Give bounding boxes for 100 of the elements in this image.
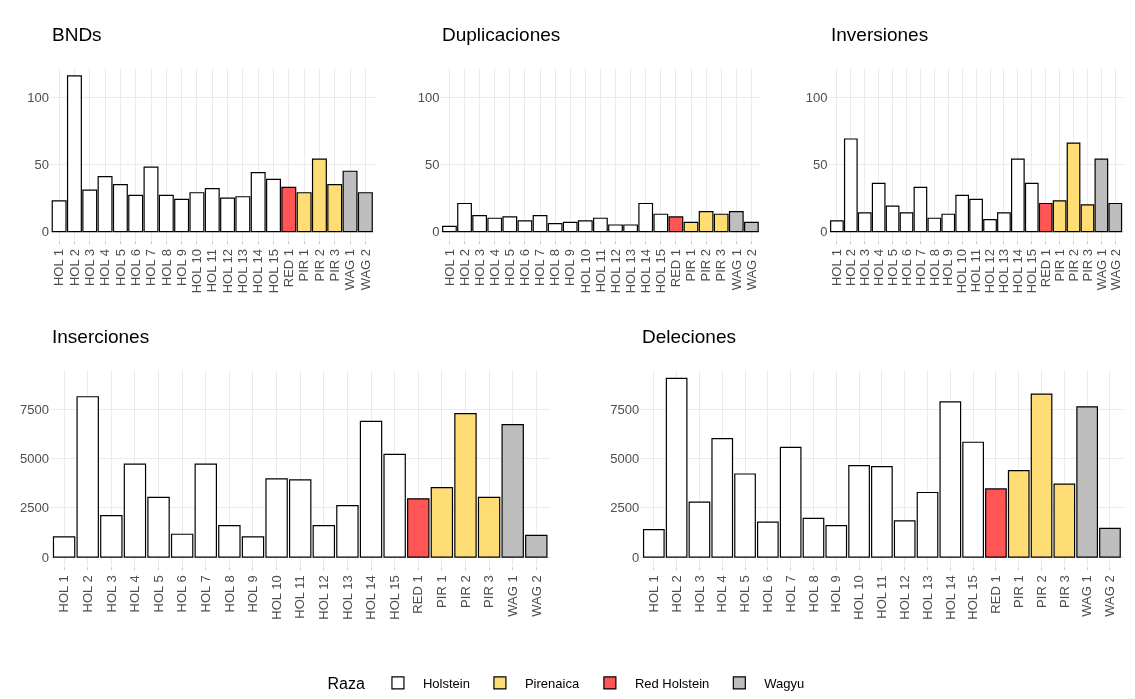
x-tick-label: HOL 1 xyxy=(646,575,662,613)
x-tick-label: WAG 1 xyxy=(1079,575,1095,617)
x-tick-label: PIR 1 xyxy=(434,575,450,608)
x-tick-label: HOL 10 xyxy=(577,248,593,294)
x-tick-label: HOL 1 xyxy=(829,248,845,287)
x-tick-label: WAG 2 xyxy=(743,248,759,291)
x-tick-label: HOL 7 xyxy=(782,575,798,613)
legend-label: Pirenaica xyxy=(524,676,580,692)
y-tick-label: 7500 xyxy=(20,401,49,417)
y-tick-label: 0 xyxy=(820,224,828,240)
x-tick-label: HOL 1 xyxy=(51,248,67,287)
legend-label: Wagyu xyxy=(764,676,805,692)
x-tick-label: WAG 2 xyxy=(1107,248,1123,291)
x-tick-label: HOL 13 xyxy=(996,248,1012,294)
x-tick-label: HOL 12 xyxy=(316,575,332,620)
y-tick-label: 0 xyxy=(631,549,640,565)
x-tick-label: HOL 3 xyxy=(103,575,119,613)
x-tick-label: HOL 14 xyxy=(637,248,653,294)
x-tick-label: PIR 1 xyxy=(1051,248,1067,282)
legend-label: Red Holstein xyxy=(634,676,710,692)
x-tick-label: HOL 2 xyxy=(79,575,95,613)
y-tick-label: 0 xyxy=(41,224,49,240)
x-tick-label: HOL 9 xyxy=(828,575,844,613)
x-tick-label: HOL 7 xyxy=(912,248,928,287)
x-tick-label: HOL 6 xyxy=(174,575,190,613)
x-tick-label: PIR 1 xyxy=(683,248,699,282)
x-tick-label: HOL 13 xyxy=(622,248,638,294)
x-tick-label: HOL 11 xyxy=(874,575,890,619)
x-tick-label: HOL 10 xyxy=(268,575,284,620)
x-tick-label: HOL 5 xyxy=(502,248,518,287)
x-tick-label: HOL 14 xyxy=(1010,248,1026,294)
x-tick-label: HOL 15 xyxy=(965,575,981,620)
x-tick-label: WAG 2 xyxy=(528,575,544,617)
x-tick-label: HOL 5 xyxy=(150,575,166,613)
legend-label: Holstein xyxy=(422,676,470,692)
x-tick-label: HOL 15 xyxy=(265,248,281,294)
x-tick-label: HOL 12 xyxy=(982,248,998,294)
x-tick-label: HOL 2 xyxy=(843,248,859,287)
x-tick-label: HOL 1 xyxy=(56,575,72,613)
chart-title: Inversiones xyxy=(831,24,929,45)
x-tick-label: HOL 12 xyxy=(219,248,235,294)
x-tick-label: HOL 8 xyxy=(547,248,563,287)
y-tick-label: 0 xyxy=(41,549,49,565)
x-tick-label: HOL 6 xyxy=(760,575,776,613)
x-tick-label: HOL 9 xyxy=(173,248,189,287)
x-tick-label: HOL 14 xyxy=(363,575,379,620)
x-tick-label: HOL 8 xyxy=(221,575,237,613)
x-tick-label: HOL 3 xyxy=(81,248,97,287)
x-tick-label: HOL 4 xyxy=(486,248,502,287)
x-tick-label: RED 1 xyxy=(410,575,426,614)
x-tick-label: HOL 6 xyxy=(517,248,533,287)
x-tick-label: WAG 1 xyxy=(342,248,358,291)
x-tick-label: WAG 2 xyxy=(1102,575,1118,617)
x-tick-label: PIR 3 xyxy=(326,248,342,282)
x-tick-label: HOL 13 xyxy=(339,575,355,620)
x-tick-label: PIR 1 xyxy=(1010,575,1026,608)
x-tick-label: PIR 3 xyxy=(1079,248,1095,282)
x-tick-label: HOL 15 xyxy=(386,575,402,620)
y-tick-label: 100 xyxy=(417,89,440,105)
x-tick-label: HOL 5 xyxy=(884,248,900,287)
x-tick-label: HOL 11 xyxy=(204,248,220,293)
x-tick-label: HOL 11 xyxy=(592,248,608,293)
x-tick-label: HOL 5 xyxy=(112,248,128,287)
x-tick-label: PIR 3 xyxy=(713,248,729,282)
y-tick-label: 100 xyxy=(805,89,828,105)
x-tick-label: HOL 9 xyxy=(245,575,261,613)
x-tick-label: HOL 13 xyxy=(235,248,251,294)
x-tick-label: HOL 2 xyxy=(66,248,82,287)
x-tick-label: PIR 2 xyxy=(311,248,327,282)
chart-title: Inserciones xyxy=(52,326,150,347)
y-tick-label: 5000 xyxy=(610,451,640,467)
x-tick-label: HOL 4 xyxy=(127,575,143,613)
chart-title: Deleciones xyxy=(642,326,736,347)
x-tick-label: HOL 5 xyxy=(737,575,753,613)
x-tick-label: HOL 6 xyxy=(127,248,143,287)
y-tick-label: 7500 xyxy=(610,401,640,417)
x-tick-label: HOL 1 xyxy=(441,248,457,287)
x-tick-label: HOL 4 xyxy=(714,575,730,613)
chart-title: BNDs xyxy=(52,24,102,45)
x-tick-label: PIR 2 xyxy=(457,575,473,608)
y-tick-label: 0 xyxy=(432,224,440,240)
x-tick-label: HOL 14 xyxy=(250,248,266,294)
chart-title: Duplicaciones xyxy=(442,24,561,45)
x-tick-label: HOL 4 xyxy=(870,248,886,287)
x-tick-label: HOL 7 xyxy=(143,248,159,287)
x-tick-label: HOL 7 xyxy=(198,575,213,613)
legend-title: Raza xyxy=(327,674,365,692)
x-tick-label: HOL 8 xyxy=(158,248,174,287)
x-tick-label: WAG 1 xyxy=(1093,248,1109,291)
x-tick-label: HOL 7 xyxy=(532,248,548,287)
y-tick-label: 2500 xyxy=(20,500,49,516)
y-tick-label: 5000 xyxy=(20,451,49,467)
x-tick-label: PIR 2 xyxy=(698,248,714,282)
x-tick-label: HOL 10 xyxy=(189,248,205,294)
x-tick-label: PIR 3 xyxy=(481,575,497,608)
x-tick-label: HOL 12 xyxy=(896,575,912,620)
x-tick-label: RED 1 xyxy=(281,248,297,288)
y-tick-label: 50 xyxy=(813,157,828,173)
x-tick-label: HOL 3 xyxy=(691,575,707,613)
x-tick-label: HOL 15 xyxy=(653,248,669,294)
